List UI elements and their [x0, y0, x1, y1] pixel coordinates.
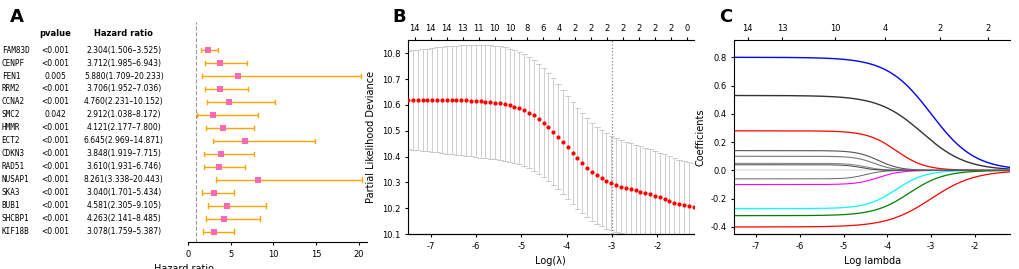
Text: 3.040(1.701–5.434): 3.040(1.701–5.434) [87, 188, 161, 197]
Text: 6.645(2.969–14.871): 6.645(2.969–14.871) [84, 136, 164, 145]
Text: 4.121(2.177–7.800): 4.121(2.177–7.800) [87, 123, 161, 132]
Text: RAD51: RAD51 [2, 162, 24, 171]
Text: <0.001: <0.001 [42, 149, 69, 158]
Text: <0.001: <0.001 [42, 214, 69, 223]
Text: FEN1: FEN1 [2, 72, 20, 80]
Y-axis label: Partial Likelihood Deviance: Partial Likelihood Deviance [366, 71, 376, 203]
Text: CCNA2: CCNA2 [2, 97, 24, 107]
Text: <0.001: <0.001 [42, 162, 69, 171]
Text: <0.001: <0.001 [42, 201, 69, 210]
Text: BUB1: BUB1 [2, 201, 20, 210]
X-axis label: Log(λ): Log(λ) [535, 256, 566, 266]
Text: 4.760(2.231–10.152): 4.760(2.231–10.152) [84, 97, 163, 107]
Text: <0.001: <0.001 [42, 175, 69, 184]
Text: ECT2: ECT2 [2, 136, 20, 145]
Text: <0.001: <0.001 [42, 84, 69, 94]
Text: FAM83D: FAM83D [2, 45, 30, 55]
Text: 2.304(1.506–3.525): 2.304(1.506–3.525) [87, 45, 161, 55]
Text: CDKN3: CDKN3 [2, 149, 24, 158]
Text: HMMR: HMMR [2, 123, 20, 132]
Text: SKA3: SKA3 [2, 188, 20, 197]
Text: <0.001: <0.001 [42, 188, 69, 197]
Text: 8.261(3.338–20.443): 8.261(3.338–20.443) [84, 175, 163, 184]
Text: <0.001: <0.001 [42, 59, 69, 68]
Text: SMC2: SMC2 [2, 111, 20, 119]
Text: 3.610(1.931–6.746): 3.610(1.931–6.746) [87, 162, 161, 171]
Text: KIF18B: KIF18B [2, 227, 30, 236]
Text: 0.005: 0.005 [45, 72, 66, 80]
Text: SHCBP1: SHCBP1 [2, 214, 30, 223]
Text: 4.581(2.305–9.105): 4.581(2.305–9.105) [87, 201, 161, 210]
Text: 3.706(1.952–7.036): 3.706(1.952–7.036) [87, 84, 161, 94]
Text: 3.078(1.759–5.387): 3.078(1.759–5.387) [87, 227, 161, 236]
Text: pvalue: pvalue [40, 29, 71, 38]
X-axis label: Log lambda: Log lambda [843, 256, 900, 266]
Text: 3.712(1.985–6.943): 3.712(1.985–6.943) [87, 59, 161, 68]
Text: <0.001: <0.001 [42, 123, 69, 132]
Y-axis label: Coefficients: Coefficients [694, 108, 704, 166]
Text: B: B [392, 8, 406, 26]
Text: C: C [718, 8, 732, 26]
Text: <0.001: <0.001 [42, 45, 69, 55]
Text: 3.848(1.919–7.715): 3.848(1.919–7.715) [87, 149, 161, 158]
Text: NUSAP1: NUSAP1 [2, 175, 30, 184]
Text: Hazard ratio: Hazard ratio [95, 29, 153, 38]
Text: <0.001: <0.001 [42, 227, 69, 236]
Text: RRM2: RRM2 [2, 84, 20, 94]
Text: A: A [10, 8, 24, 26]
Text: CENPF: CENPF [2, 59, 24, 68]
Text: <0.001: <0.001 [42, 136, 69, 145]
Text: <0.001: <0.001 [42, 97, 69, 107]
Text: 4.263(2.141–8.485): 4.263(2.141–8.485) [87, 214, 161, 223]
Text: 5.880(1.709–20.233): 5.880(1.709–20.233) [84, 72, 163, 80]
X-axis label: Hazard ratio: Hazard ratio [154, 264, 213, 269]
Text: 0.042: 0.042 [45, 111, 66, 119]
Text: 2.912(1.038–8.172): 2.912(1.038–8.172) [87, 111, 161, 119]
